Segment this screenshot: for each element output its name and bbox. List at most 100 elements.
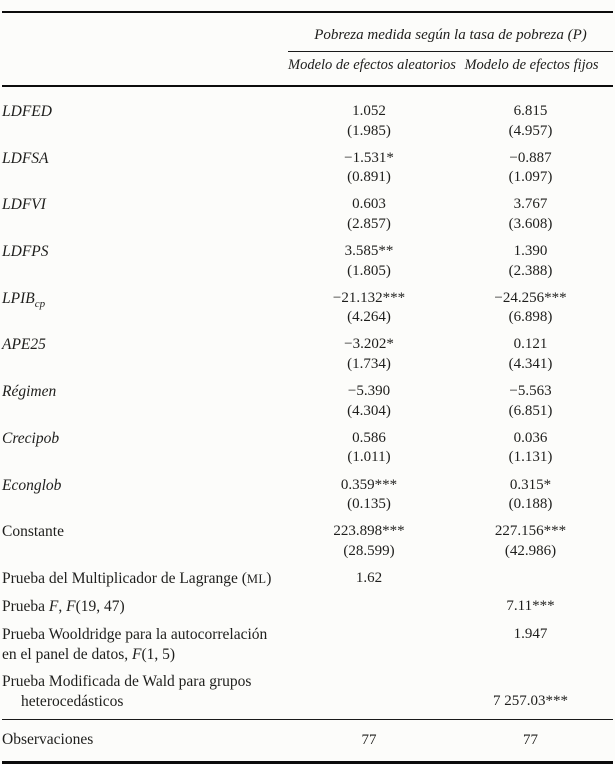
standard-error: (4.957)	[508, 122, 553, 139]
coefficient-value: 0.586	[352, 429, 386, 446]
table-row-ldfsa: LDFSA −1.531* (0.891) −0.887 (1.097)	[2, 149, 613, 188]
coefficient-value: −24.256***	[494, 289, 567, 306]
test-label-line1: Prueba Wooldridge para la autocorrelació…	[2, 626, 268, 644]
coefficient-value: 6.815	[513, 103, 548, 119]
variable-label: APE25	[2, 335, 290, 374]
standard-error: (1.131)	[508, 449, 553, 466]
fixed-effects-cell: 1.947	[448, 625, 613, 664]
fixed-effects-cell: 0.121 (4.341)	[448, 335, 613, 374]
variable-name: Constante	[2, 523, 64, 541]
header-right: Pobreza medida según la tasa de pobreza …	[288, 21, 613, 77]
standard-error: (4.304)	[347, 402, 391, 419]
standard-error: (4.341)	[508, 356, 553, 373]
standard-error: (1.097)	[508, 169, 553, 186]
table-row-wooldridge-test: Prueba Wooldridge para la autocorrelació…	[2, 625, 613, 664]
fixed-effects-cell: 7 257.03***	[448, 672, 613, 711]
coefficient-value: 1.052	[352, 103, 386, 119]
table-row-ldfps: LDFPS 3.585** (1.805) 1.390 (2.388)	[2, 242, 613, 281]
table-row-regimen: Régimen −5.390 (4.304) −5.563 (6.851)	[2, 382, 613, 421]
variable-name: Régimen	[2, 383, 57, 401]
variable-label: Régimen	[2, 382, 290, 421]
standard-error: (1.805)	[347, 262, 391, 279]
coefficient-value: 0.036	[513, 429, 548, 446]
fixed-effects-cell: 227.156*** (42.986)	[448, 522, 613, 561]
test-statistic: 7.11***	[506, 598, 555, 615]
fixed-effects-cell	[448, 569, 613, 590]
coefficient-value: 0.315*	[509, 476, 552, 493]
test-label-line2: en el panel de datos, F(1, 5)	[2, 645, 176, 663]
test-statistic: 7 257.03***	[493, 692, 568, 709]
table-row-crecipob: Crecipob 0.586 (1.011) 0.036 (1.131)	[2, 429, 613, 468]
coefficient-value: −1.531*	[344, 149, 394, 166]
observations-label: Observaciones	[2, 731, 94, 749]
coefficient-value: −0.887	[509, 149, 552, 166]
test-statistic: 1.62	[355, 569, 383, 586]
table-row-ldfvi: LDFVI 0.603 (2.857) 3.767 (3.608)	[2, 195, 613, 234]
variable-name: LDFSA	[2, 149, 49, 167]
column-header-random-effects: Modelo de efectos aleatorios	[288, 57, 456, 73]
variable-name: Econglob	[2, 476, 62, 494]
variable-label: Constante	[2, 522, 290, 561]
table-row-lpib-cp: LPIBcp −21.132*** (4.264) −24.256*** (6.89…	[2, 289, 613, 328]
variable-label: Econglob	[2, 476, 290, 515]
random-effects-cell: 77	[361, 732, 377, 749]
random-effects-cell: 0.586 (1.011)	[290, 429, 448, 468]
random-effects-cell	[290, 672, 448, 711]
table-row-observations: Observaciones 77 77	[2, 728, 613, 753]
standard-error: (0.891)	[347, 169, 391, 186]
standard-error: (1.985)	[347, 122, 391, 139]
standard-error: (1.011)	[347, 449, 391, 466]
test-label: Prueba del Multiplicador de Lagrange (ML…	[2, 569, 272, 587]
coefficient-value: 227.156***	[494, 523, 567, 540]
header-left-spacer	[2, 21, 288, 77]
test-statistic: 1.947	[513, 626, 548, 643]
coefficient-value: −3.202*	[344, 336, 394, 353]
variable-label: LDFED	[2, 102, 290, 141]
table-row-constante: Constante 223.898*** (28.599) 227.156*** (…	[2, 522, 613, 561]
standard-error: (28.599)	[343, 542, 395, 559]
fixed-effects-cell: 77	[523, 732, 538, 749]
table-row-lagrange-test: Prueba del Multiplicador de Lagrange (ML…	[2, 569, 613, 590]
random-effects-cell: 3.585** (1.805)	[290, 242, 448, 281]
table-row-f-test: Prueba F, F(19, 47) 7.11***	[2, 597, 613, 617]
standard-error: (1.734)	[347, 356, 391, 373]
spanning-column-title: Pobreza medida según la tasa de pobreza …	[314, 27, 587, 43]
test-label-line1: Prueba Modificada de Wald para grupos	[2, 673, 252, 691]
variable-name: LDFPS	[2, 243, 49, 261]
random-effects-cell: −21.132*** (4.264)	[290, 289, 448, 328]
standard-error: (6.851)	[508, 402, 553, 419]
observations-rule	[2, 719, 613, 721]
table-header: Pobreza medida según la tasa de pobreza …	[2, 21, 613, 77]
top-rule	[2, 11, 613, 13]
standard-error: (2.388)	[508, 262, 553, 279]
coefficient-value: 3.767	[513, 196, 548, 213]
coefficient-value: −5.563	[509, 383, 552, 400]
random-effects-cell	[290, 625, 448, 664]
coefficient-value: −21.132***	[332, 289, 406, 306]
standard-error: (4.264)	[347, 309, 391, 326]
standard-error: (42.986)	[504, 542, 557, 559]
fixed-effects-cell: −5.563 (6.851)	[448, 382, 613, 421]
coefficient-value: 0.359***	[340, 476, 398, 493]
fixed-effects-cell: −0.887 (1.097)	[448, 149, 613, 188]
standard-error: (0.188)	[508, 496, 553, 513]
variable-label: LDFSA	[2, 149, 290, 188]
standard-error: (3.608)	[508, 215, 553, 232]
variable-label: LPIBcp	[2, 289, 290, 328]
variable-label: Crecipob	[2, 429, 290, 468]
fixed-effects-cell: 3.767 (3.608)	[448, 195, 613, 234]
variable-name: LDFVI	[2, 196, 46, 214]
spanner-underline-rule	[288, 51, 613, 52]
column-headers: Modelo de efectos aleatorios Modelo de e…	[288, 54, 613, 77]
random-effects-cell: 1.052 (1.985)	[290, 102, 448, 141]
random-effects-cell: −1.531* (0.891)	[290, 149, 448, 188]
coefficient-value: 223.898***	[333, 523, 405, 540]
table-row-ldfed: LDFED 1.052 (1.985) 6.815 (4.957)	[2, 102, 613, 141]
variable-name: LDFED	[2, 103, 52, 120]
header-body-rule	[2, 85, 613, 87]
column-header-fixed-effects: Modelo de efectos fijos	[464, 57, 599, 73]
smallcaps-ml: ML	[246, 571, 267, 586]
coefficient-value: 0.603	[352, 196, 386, 213]
variable-subscript: cp	[34, 297, 46, 310]
